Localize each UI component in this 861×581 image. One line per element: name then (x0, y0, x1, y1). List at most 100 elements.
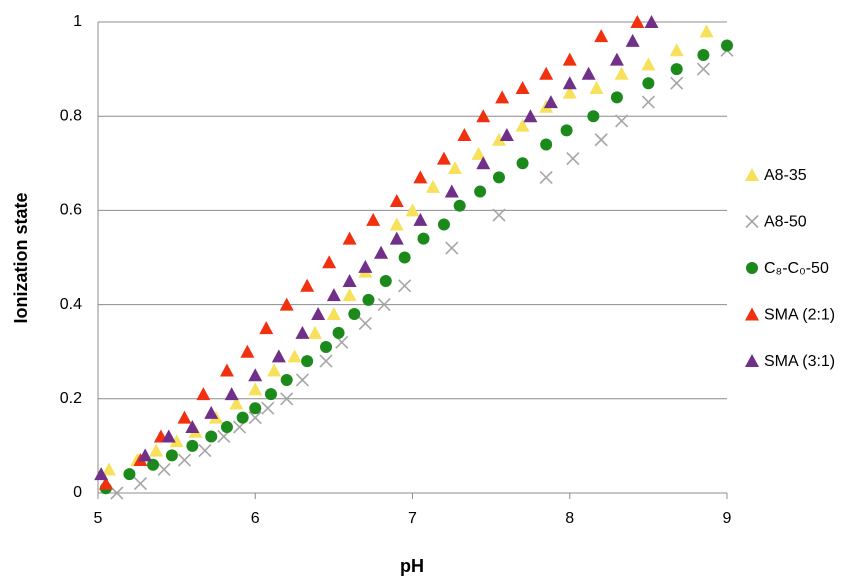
legend-label: SMA (3:1) (764, 353, 835, 370)
marker (630, 15, 645, 28)
marker (615, 114, 629, 128)
marker (491, 132, 506, 146)
marker (492, 171, 505, 184)
x-tick-label: 9 (723, 510, 732, 527)
x-axis-label: pH (400, 556, 424, 576)
marker (562, 85, 577, 99)
marker (539, 170, 553, 184)
marker (362, 293, 375, 306)
marker (220, 421, 233, 434)
marker (326, 307, 341, 321)
marker (581, 66, 596, 80)
marker (669, 43, 684, 57)
marker (177, 453, 192, 467)
marker (287, 349, 302, 363)
marker (589, 80, 604, 94)
x-tick-label: 7 (408, 510, 417, 527)
marker (236, 411, 249, 424)
legend-label: SMA (2:1) (764, 307, 835, 324)
marker (248, 382, 263, 396)
marker (342, 288, 357, 302)
marker (358, 316, 372, 331)
marker (560, 124, 573, 137)
marker (319, 354, 333, 368)
marker (594, 29, 609, 43)
marker (301, 355, 314, 368)
marker (523, 109, 538, 123)
y-tick-label: 0.8 (60, 107, 82, 124)
marker (366, 212, 381, 226)
marker (249, 402, 262, 415)
marker (562, 76, 577, 90)
marker (311, 307, 326, 321)
marker (447, 161, 462, 175)
marker (271, 349, 286, 363)
marker (320, 340, 333, 353)
marker (102, 462, 117, 476)
marker (437, 218, 450, 231)
marker (342, 231, 357, 245)
marker (610, 91, 623, 104)
marker (746, 262, 758, 274)
marker (133, 477, 148, 491)
marker (389, 217, 404, 231)
marker (699, 24, 714, 38)
marker (492, 208, 506, 222)
marker (147, 458, 160, 471)
marker (332, 326, 345, 339)
marker (457, 128, 472, 142)
y-tick-label: 0.2 (60, 390, 82, 407)
marker (721, 39, 733, 52)
marker (417, 232, 430, 245)
marker (185, 420, 200, 434)
marker (98, 476, 113, 490)
marker (308, 325, 323, 339)
marker (474, 185, 487, 198)
marker (342, 274, 357, 288)
marker (413, 170, 428, 184)
marker (186, 439, 199, 452)
marker (453, 199, 466, 212)
y-tick-label: 1 (73, 13, 82, 30)
marker (471, 146, 486, 160)
marker (379, 275, 392, 288)
marker (609, 52, 624, 66)
marker (165, 449, 178, 462)
marker (398, 279, 412, 293)
marker (425, 179, 440, 193)
marker (161, 429, 176, 443)
marker (295, 373, 309, 387)
marker (543, 95, 558, 109)
marker (279, 297, 294, 311)
marker (444, 184, 459, 198)
marker (389, 193, 404, 207)
marker (94, 467, 109, 481)
marker (745, 168, 759, 181)
marker (476, 109, 491, 123)
marker (264, 388, 277, 401)
marker (248, 368, 263, 382)
marker (259, 321, 274, 335)
marker (322, 255, 337, 269)
marker (149, 443, 164, 457)
marker (670, 63, 683, 76)
marker (566, 152, 580, 166)
legend-label: A8-50 (764, 214, 807, 231)
marker (177, 410, 192, 424)
marker (138, 448, 153, 462)
marker (445, 241, 459, 255)
marker (641, 95, 655, 109)
marker (358, 259, 373, 273)
marker (224, 387, 239, 401)
marker (398, 251, 411, 264)
y-tick-label: 0 (73, 484, 82, 501)
marker (204, 405, 219, 419)
marker (670, 76, 684, 90)
marker (300, 278, 315, 292)
marker (587, 110, 600, 123)
marker (540, 138, 553, 151)
y-axis-label: Ionization state (11, 192, 31, 323)
marker (641, 57, 656, 71)
